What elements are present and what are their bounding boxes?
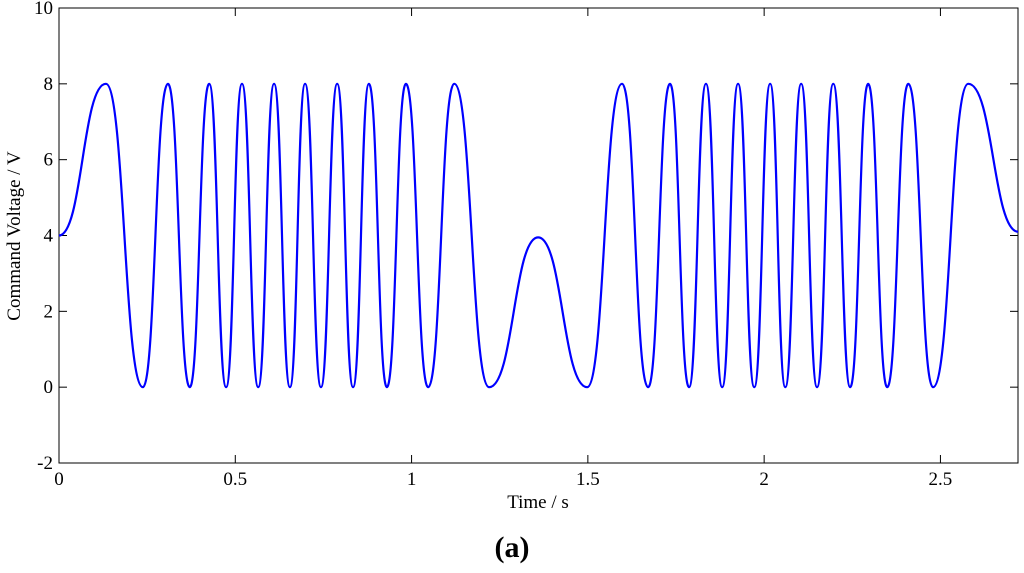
y-tick-label: 2 [44,301,54,322]
y-tick-label: 4 [44,226,54,247]
caption: (a) [495,531,530,564]
axes-box [58,7,1019,464]
y-tick-label: 6 [44,150,54,171]
y-tick-label: 10 [34,0,53,19]
x-tick-label: 2.5 [929,469,953,490]
x-tick-label: 1 [407,469,417,490]
y-axis-label: Command Voltage / V [4,151,25,321]
x-tick-label: 1.5 [576,469,600,490]
y-tick-label: 0 [44,377,54,398]
line-series [58,82,1019,389]
x-tick-label: 0.5 [223,469,247,490]
x-tick-label: 0 [54,469,64,490]
x-axis-label: Time / s [507,492,569,513]
y-tick-label: 8 [44,74,54,95]
x-tick-label: 2 [759,469,769,490]
y-tick-label: -2 [37,453,53,474]
